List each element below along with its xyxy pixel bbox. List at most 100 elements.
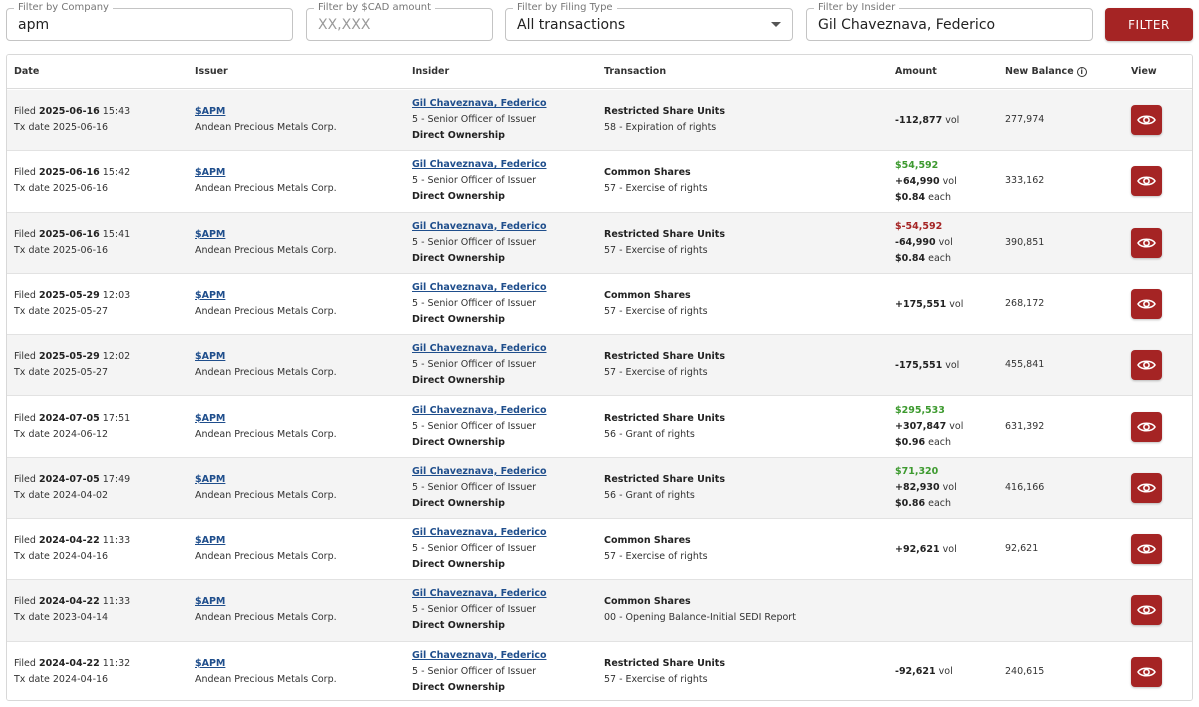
filing-type-value[interactable]: All transactions xyxy=(517,17,626,33)
amount-volume: -64,990 vol xyxy=(895,235,953,251)
volume-unit: vol xyxy=(942,175,957,187)
filed-date: 2025-06-16 xyxy=(38,106,100,117)
column-header-issuer[interactable]: Issuer xyxy=(195,66,228,77)
tx-date: Tx date 2024-04-02 xyxy=(14,489,109,501)
amount-filter-placeholder[interactable]: XX,XXX xyxy=(318,17,371,33)
insider-link[interactable]: Gil Chaveznava, Federico xyxy=(412,343,547,355)
column-header-date[interactable]: Date xyxy=(14,66,40,77)
insider-link[interactable]: Gil Chaveznava, Federico xyxy=(412,465,547,477)
price-number: $0.84 xyxy=(895,253,926,265)
view-button[interactable] xyxy=(1131,166,1162,197)
ownership-type: Direct Ownership xyxy=(412,313,505,325)
table-row: Filed 2025-06-16 15:41 Tx date 2025-06-16… xyxy=(7,212,1192,274)
amount-price: $0.84 each xyxy=(895,190,957,206)
view-button[interactable] xyxy=(1131,227,1162,258)
insider-cell: Gil Chaveznava, Federico 5 - Senior Offic… xyxy=(412,648,547,696)
date-cell: Filed 2025-05-29 12:03 Tx date 2025-05-27 xyxy=(14,288,130,320)
ticker-link[interactable]: $APM xyxy=(195,412,226,424)
chevron-down-icon[interactable] xyxy=(771,22,781,27)
view-button[interactable] xyxy=(1131,411,1162,442)
volume-number: +82,930 xyxy=(895,482,940,494)
insider-role: 5 - Senior Officer of Issuer xyxy=(412,359,537,371)
table-row: Filed 2025-06-16 15:42 Tx date 2025-06-16… xyxy=(7,151,1192,213)
ticker-link[interactable]: $APM xyxy=(195,535,226,547)
amount-filter-label: Filter by $CAD amount xyxy=(314,2,436,14)
eye-icon xyxy=(1137,360,1156,370)
filed-line: Filed 2024-04-22 11:32 xyxy=(14,656,130,672)
insider-cell: Gil Chaveznava, Federico 5 - Senior Offic… xyxy=(412,403,547,451)
column-header-transaction[interactable]: Transaction xyxy=(604,66,667,77)
filed-word: Filed xyxy=(14,289,36,301)
ticker-link[interactable]: $APM xyxy=(195,657,226,669)
insider-link[interactable]: Gil Chaveznava, Federico xyxy=(412,404,547,416)
filed-word: Filed xyxy=(14,535,36,547)
insider-link[interactable]: Gil Chaveznava, Federico xyxy=(412,527,547,539)
amount-volume: +175,551 vol xyxy=(895,297,963,313)
company-filter-value[interactable]: apm xyxy=(18,17,50,33)
volume-number: -175,551 xyxy=(895,359,943,371)
amount-price: $0.96 each xyxy=(895,435,963,451)
insider-link[interactable]: Gil Chaveznava, Federico xyxy=(412,281,547,293)
view-button[interactable] xyxy=(1131,595,1162,626)
filed-word: Filed xyxy=(14,657,36,669)
ticker-link[interactable]: $APM xyxy=(195,473,226,485)
insider-link[interactable]: Gil Chaveznava, Federico xyxy=(412,220,547,232)
ticker-link[interactable]: $APM xyxy=(195,228,226,240)
tx-date: Tx date 2025-05-27 xyxy=(14,305,109,317)
date-cell: Filed 2024-04-22 11:33 Tx date 2024-04-16 xyxy=(14,533,130,565)
issuer-name: Andean Precious Metals Corp. xyxy=(195,428,337,440)
eye-icon xyxy=(1137,483,1156,493)
ticker-link[interactable]: $APM xyxy=(195,106,226,117)
filing-type-label: Filter by Filing Type xyxy=(513,2,617,14)
tx-date: Tx date 2024-06-12 xyxy=(14,428,109,440)
view-button[interactable] xyxy=(1131,105,1162,135)
issuer-cell: $APM Andean Precious Metals Corp. xyxy=(195,411,337,443)
transaction-type: 57 - Exercise of rights xyxy=(604,673,708,685)
insider-link[interactable]: Gil Chaveznava, Federico xyxy=(412,588,547,600)
filed-line: Filed 2024-07-05 17:51 xyxy=(14,411,130,427)
insider-filter-input[interactable]: Filter by Insider Gil Chaveznava, Federi… xyxy=(806,2,1093,41)
filter-button[interactable]: FILTER xyxy=(1105,8,1193,41)
column-header-new-balance[interactable]: New Balance i xyxy=(1005,66,1087,77)
ownership-type: Direct Ownership xyxy=(412,436,505,448)
amount-filter-input[interactable]: Filter by $CAD amount XX,XXX xyxy=(306,2,493,41)
insider-filter-value[interactable]: Gil Chaveznava, Federico xyxy=(818,17,996,33)
tx-date: Tx date 2025-06-16 xyxy=(14,183,109,195)
price-each: each xyxy=(928,253,952,265)
ticker-link[interactable]: $APM xyxy=(195,351,226,363)
issuer-name: Andean Precious Metals Corp. xyxy=(195,183,337,195)
filed-time: 15:43 xyxy=(102,106,131,117)
filed-date: 2025-06-16 xyxy=(38,167,100,179)
issuer-name: Andean Precious Metals Corp. xyxy=(195,367,337,379)
view-button[interactable] xyxy=(1131,656,1162,687)
info-icon[interactable]: i xyxy=(1076,66,1087,77)
filed-date: 2025-05-29 xyxy=(38,351,100,363)
insider-link[interactable]: Gil Chaveznava, Federico xyxy=(412,649,547,661)
company-filter-input[interactable]: Filter by Company apm xyxy=(6,2,293,41)
insider-cell: Gil Chaveznava, Federico 5 - Senior Offic… xyxy=(412,525,547,573)
ownership-type: Direct Ownership xyxy=(412,620,505,632)
ticker-link[interactable]: $APM xyxy=(195,167,226,179)
ticker-link[interactable]: $APM xyxy=(195,596,226,608)
amount-cell: +175,551 vol xyxy=(895,297,963,313)
view-button[interactable] xyxy=(1131,472,1162,503)
insider-link[interactable]: Gil Chaveznava, Federico xyxy=(412,159,547,171)
insider-role: 5 - Senior Officer of Issuer xyxy=(412,543,537,555)
transaction-cell: Common Shares 57 - Exercise of rights xyxy=(604,533,708,565)
column-header-amount[interactable]: Amount xyxy=(895,66,937,77)
view-button[interactable] xyxy=(1131,534,1162,565)
transaction-type: 58 - Expiration of rights xyxy=(604,122,717,133)
transaction-type: 56 - Grant of rights xyxy=(604,489,695,501)
ticker-link[interactable]: $APM xyxy=(195,289,226,301)
filing-type-select[interactable]: Filter by Filing Type All transactions xyxy=(505,2,793,41)
column-header-insider[interactable]: Insider xyxy=(412,66,450,77)
ownership-type: Direct Ownership xyxy=(412,191,505,203)
view-button[interactable] xyxy=(1131,350,1162,381)
date-cell: Filed 2024-04-22 11:33 Tx date 2023-04-14 xyxy=(14,594,130,626)
insider-link[interactable]: Gil Chaveznava, Federico xyxy=(412,98,547,109)
volume-unit: vol xyxy=(942,543,957,555)
transaction-cell: Common Shares 57 - Exercise of rights xyxy=(604,165,708,197)
insider-filter-label: Filter by Insider xyxy=(814,2,900,14)
view-button[interactable] xyxy=(1131,288,1162,319)
issuer-cell: $APM Andean Precious Metals Corp. xyxy=(195,227,337,259)
